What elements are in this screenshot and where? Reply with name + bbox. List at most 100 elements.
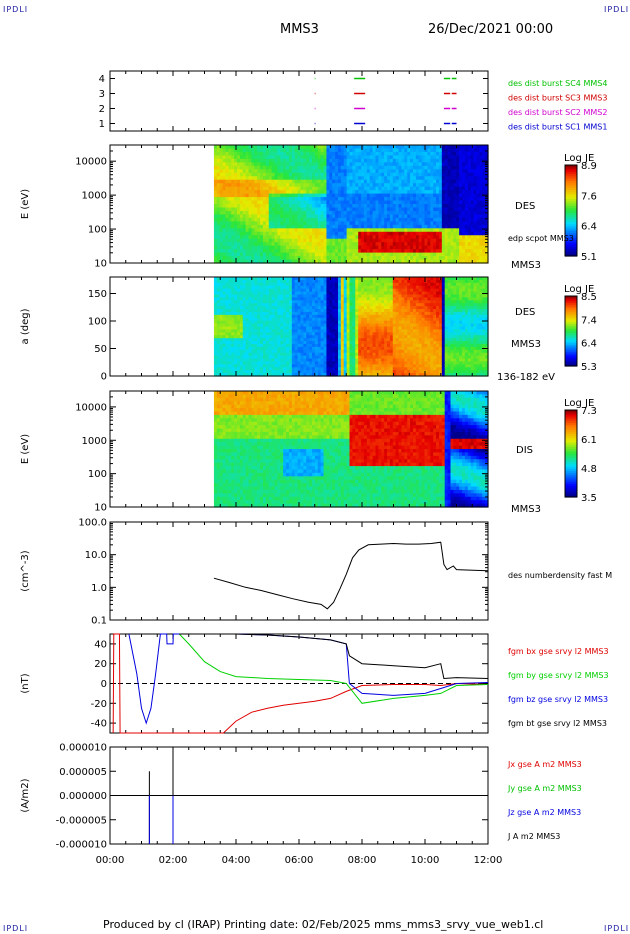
des-energy-panel-cell — [485, 155, 489, 160]
des-energy-panel-cell — [312, 158, 316, 163]
des-energy-panel-cell — [404, 148, 408, 153]
des-pitch-panel-cell — [213, 285, 218, 290]
des-energy-panel-cell — [228, 172, 232, 177]
des-energy-panel-cell — [459, 231, 463, 236]
des-pitch-panel-cell — [291, 332, 296, 336]
des-energy-panel-cell — [389, 245, 394, 250]
des-energy-mms-label: MMS3 — [511, 260, 541, 271]
des-energy-panel-cell — [375, 165, 379, 170]
des-energy-panel-cell — [254, 155, 258, 160]
des-energy-panel-cell — [436, 151, 440, 157]
des-pitch-panel-cell — [254, 294, 258, 298]
des-energy-panel-cell — [274, 155, 279, 160]
des-energy-panel-cell — [349, 242, 354, 247]
des-energy-panel-cell — [467, 256, 472, 261]
des-pitch-panel-cell — [265, 341, 270, 345]
des-energy-panel-cell — [234, 235, 238, 240]
des-pitch-panel-cell — [309, 291, 313, 296]
des-energy-panel-cell — [213, 155, 218, 160]
des-energy-panel-cell — [436, 224, 440, 229]
des-energy-panel-cell — [337, 155, 342, 160]
des-energy-panel-cell — [433, 197, 437, 202]
des-pitch-panel-cell — [222, 352, 227, 357]
des-pitch-panel-cell — [337, 279, 342, 284]
des-energy-panel-cell — [389, 200, 394, 205]
des-energy-panel-cell — [346, 207, 351, 212]
des-energy-panel-cell — [363, 224, 368, 229]
des-energy-panel-cell — [387, 224, 391, 229]
des-energy-panel-cell — [245, 148, 250, 153]
des-pitch-panel-cell — [262, 346, 267, 351]
des-energy-panel-cell — [424, 228, 429, 233]
des-energy-panel-cell — [329, 259, 333, 264]
des-energy-panel-cell — [467, 145, 472, 150]
des-energy-panel-cell — [228, 214, 232, 219]
des-energy-panel-cell — [401, 172, 405, 177]
des-energy-panel-cell — [346, 197, 351, 202]
des-pitch-panel-cell — [213, 277, 218, 281]
des-pitch-panel-cell — [213, 314, 218, 319]
des-energy-panel-cell — [288, 231, 293, 236]
des-energy-panel-cell — [288, 224, 293, 229]
des-pitch-panel-cell — [337, 343, 342, 348]
des-energy-panel-cell — [280, 256, 284, 261]
des-energy-panel-cell — [280, 179, 284, 184]
des-energy-panel-cell — [254, 169, 258, 174]
des-energy-panel-cell — [283, 172, 287, 177]
des-energy-panel-cell — [260, 204, 264, 209]
des-energy-panel-cell — [216, 169, 221, 174]
des-energy-panel-cell — [225, 217, 229, 222]
des-pitch-panel-cell — [262, 288, 267, 293]
des-energy-panel-cell — [421, 242, 426, 247]
des-energy-panel-cell — [222, 228, 227, 233]
des-pitch-panel-cell — [314, 332, 319, 336]
des-energy-panel-cell — [462, 151, 466, 157]
des-pitch-panel-cell — [335, 285, 339, 290]
des-pitch-panel-cell — [245, 303, 250, 307]
des-energy-panel-cell — [389, 214, 394, 219]
des-pitch-panel-cell — [326, 352, 330, 357]
des-pitch-panel-cell — [337, 329, 342, 333]
des-energy-panel-cell — [424, 176, 429, 181]
des-pitch-panel-cell — [280, 346, 284, 351]
des-energy-panel-cell — [389, 207, 394, 212]
des-energy-panel-cell — [355, 259, 359, 264]
des-energy-panel-cell — [320, 151, 325, 157]
des-energy-panel-cell — [254, 242, 258, 247]
des-energy-panel-cell — [410, 151, 414, 157]
des-pitch-panel-cell — [335, 329, 339, 333]
des-pitch-panel-cell — [312, 335, 316, 339]
des-pitch-panel-cell — [268, 335, 273, 339]
des-pitch-panel-cell — [222, 341, 227, 345]
des-energy-panel-cell — [444, 162, 449, 167]
des-energy-panel-cell — [297, 228, 302, 233]
des-pitch-panel-cell — [326, 279, 330, 284]
des-energy-panel-cell — [260, 162, 264, 167]
des-pitch-panel-cell — [271, 277, 276, 281]
des-energy-panel-cell — [418, 221, 423, 226]
des-energy-panel-cell — [404, 259, 408, 264]
des-energy-panel-cell — [407, 231, 411, 236]
des-pitch-panel-cell — [332, 314, 336, 319]
des-energy-panel-cell — [415, 207, 420, 212]
des-energy-panel-cell — [297, 190, 302, 195]
des-pitch-panel-cell — [303, 367, 307, 371]
des-energy-panel-cell — [467, 200, 472, 205]
des-energy-panel-cell — [291, 197, 296, 202]
des-energy-panel-cell — [297, 151, 302, 157]
des-energy-panel-cell — [387, 238, 391, 243]
des-energy-panel-cell — [234, 217, 238, 222]
des-energy-panel-cell — [441, 200, 446, 205]
des-pitch-panel-cell — [280, 303, 284, 307]
des-energy-panel-cell — [349, 155, 354, 160]
des-energy-panel-cell — [303, 259, 307, 264]
des-energy-panel-cell — [398, 165, 403, 170]
des-energy-panel-cell — [326, 259, 330, 264]
des-energy-panel-cell — [401, 217, 405, 222]
des-energy-panel-cell — [375, 200, 379, 205]
des-energy-panel-cell — [444, 221, 449, 226]
des-energy-panel-cell — [375, 179, 379, 184]
des-energy-panel-cell — [424, 169, 429, 174]
des-pitch-panel-cell — [312, 332, 316, 336]
des-pitch-panel-cell — [257, 341, 261, 345]
